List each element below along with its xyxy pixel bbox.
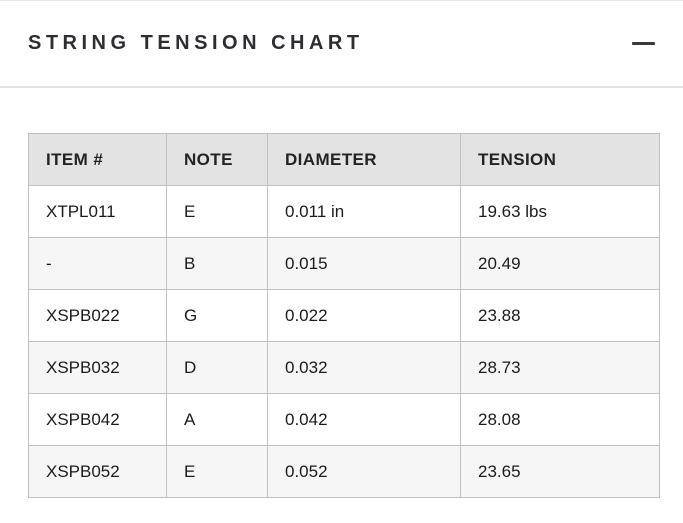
table-row: XSPB052 E 0.052 23.65 <box>28 445 660 498</box>
table-cell: XSPB032 <box>28 341 167 394</box>
table-cell: D <box>166 341 268 394</box>
table-cell: 0.015 <box>267 237 461 290</box>
table-cell: 0.052 <box>267 445 461 498</box>
column-header-note: NOTE <box>166 133 268 186</box>
column-header-item: ITEM # <box>28 133 167 186</box>
table-cell: 0.022 <box>267 289 461 342</box>
table-cell: XSPB022 <box>28 289 167 342</box>
accordion-header[interactable]: STRING TENSION CHART <box>0 1 683 88</box>
table-cell: 20.49 <box>460 237 660 290</box>
table-cell: B <box>166 237 268 290</box>
table-row: XTPL011 E 0.011 in 19.63 lbs <box>28 185 660 238</box>
table-cell: A <box>166 393 268 446</box>
table-cell: 0.032 <box>267 341 461 394</box>
table-cell: XSPB052 <box>28 445 167 498</box>
tension-table-body: XTPL011 E 0.011 in 19.63 lbs - B 0.015 20.49 XSP… <box>28 185 660 498</box>
table-row: XSPB022 G 0.022 23.88 <box>28 289 660 342</box>
table-row: XSPB032 D 0.032 28.73 <box>28 341 660 394</box>
table-cell: XSPB042 <box>28 393 167 446</box>
minus-icon <box>632 42 655 45</box>
table-cell: 28.08 <box>460 393 660 446</box>
table-row: XSPB042 A 0.042 28.08 <box>28 393 660 446</box>
table-cell: E <box>166 445 268 498</box>
section-title: STRING TENSION CHART <box>28 32 364 54</box>
table-cell: G <box>166 289 268 342</box>
table-cell: 23.65 <box>460 445 660 498</box>
table-row: - B 0.015 20.49 <box>28 237 660 290</box>
table-cell: XTPL011 <box>28 185 167 238</box>
table-cell: 0.011 in <box>267 185 461 238</box>
table-cell: 0.042 <box>267 393 461 446</box>
table-header-row: ITEM # NOTE DIAMETER TENSION <box>28 133 660 186</box>
collapse-button[interactable] <box>632 32 655 55</box>
column-header-diameter: DIAMETER <box>267 133 461 186</box>
table-cell: 28.73 <box>460 341 660 394</box>
table-cell: E <box>166 185 268 238</box>
table-cell: 23.88 <box>460 289 660 342</box>
table-cell: - <box>28 237 167 290</box>
tension-table: ITEM # NOTE DIAMETER TENSION XTPL011 E 0.0… <box>28 133 660 498</box>
column-header-tension: TENSION <box>460 133 660 186</box>
table-cell: 19.63 lbs <box>460 185 660 238</box>
